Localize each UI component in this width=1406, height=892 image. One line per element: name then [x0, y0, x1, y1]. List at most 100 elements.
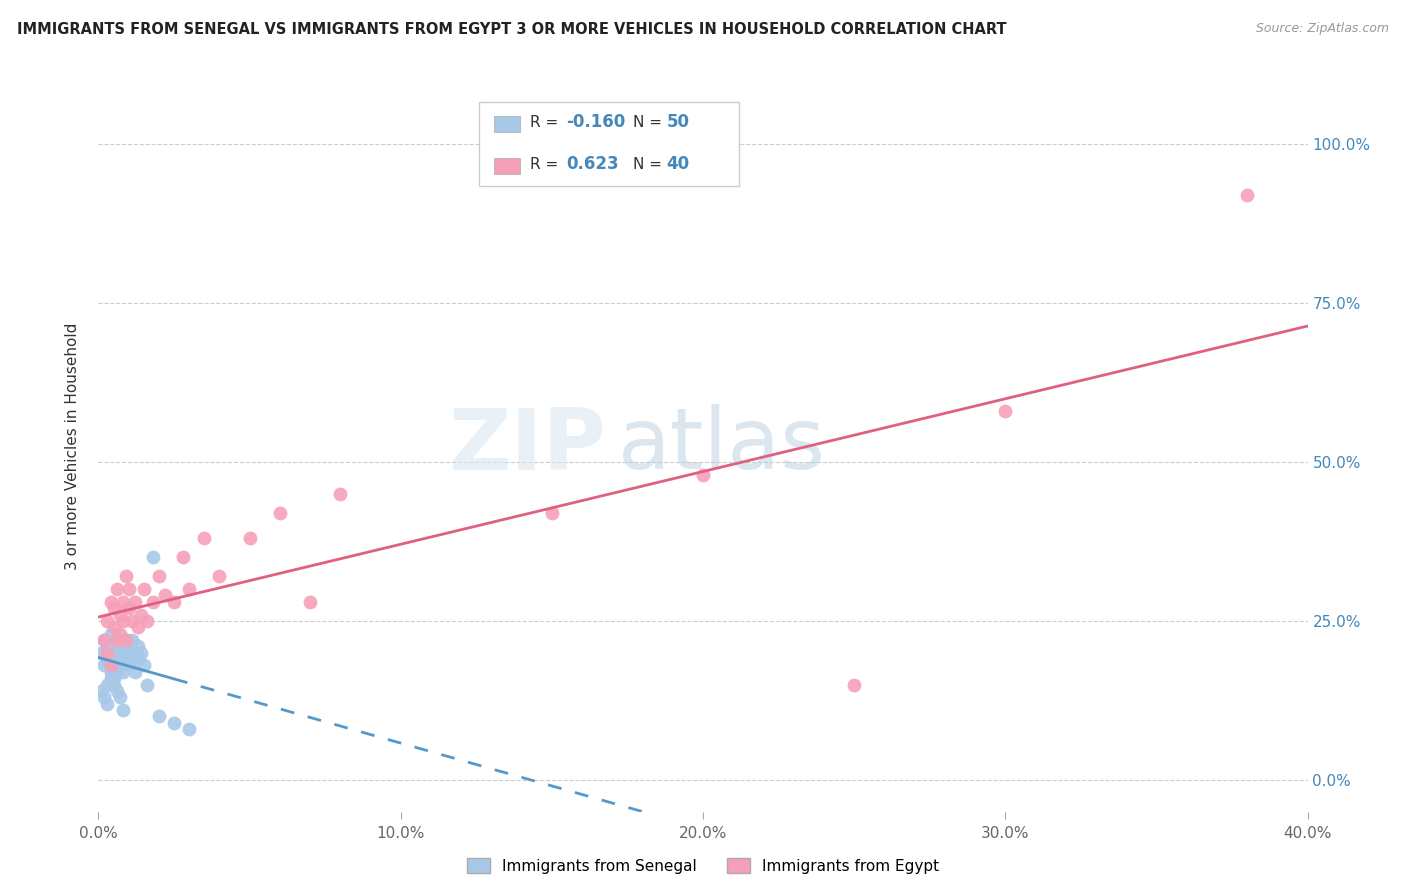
- Point: [118, 646, 141, 660]
- Point: [111, 646, 134, 660]
- Text: N =: N =: [633, 157, 666, 171]
- Point: [179, 722, 201, 736]
- Point: [124, 595, 146, 609]
- Point: [163, 715, 186, 730]
- Point: [135, 614, 157, 628]
- Point: [208, 569, 231, 583]
- Point: [118, 658, 141, 673]
- Point: [127, 652, 149, 666]
- Point: [114, 646, 136, 660]
- Text: R =: R =: [530, 157, 564, 171]
- Point: [103, 620, 125, 634]
- Point: [108, 632, 131, 647]
- Point: [540, 506, 562, 520]
- Point: [105, 646, 128, 660]
- Point: [132, 658, 155, 673]
- FancyBboxPatch shape: [494, 158, 520, 174]
- Point: [111, 640, 134, 654]
- Point: [124, 665, 146, 679]
- Point: [142, 550, 165, 565]
- Point: [90, 684, 112, 698]
- Point: [163, 595, 186, 609]
- Point: [105, 684, 128, 698]
- Point: [239, 531, 262, 545]
- Point: [100, 595, 122, 609]
- Point: [100, 665, 122, 679]
- Point: [96, 652, 118, 666]
- Point: [114, 569, 136, 583]
- Point: [100, 626, 122, 640]
- Text: 50: 50: [666, 113, 690, 131]
- Point: [148, 569, 170, 583]
- Text: R =: R =: [530, 114, 564, 129]
- Point: [96, 640, 118, 654]
- Point: [100, 646, 122, 660]
- Text: ZIP: ZIP: [449, 404, 606, 488]
- Point: [108, 652, 131, 666]
- Point: [1236, 187, 1258, 202]
- Point: [93, 632, 115, 647]
- Point: [103, 671, 125, 685]
- Point: [179, 582, 201, 596]
- Point: [108, 626, 131, 640]
- Point: [103, 601, 125, 615]
- Point: [111, 665, 134, 679]
- Text: 0.623: 0.623: [567, 155, 619, 173]
- Point: [118, 582, 141, 596]
- Text: atlas: atlas: [619, 404, 827, 488]
- Point: [844, 677, 866, 691]
- Point: [129, 646, 152, 660]
- Point: [105, 582, 128, 596]
- Point: [994, 404, 1017, 418]
- Point: [329, 486, 352, 500]
- Point: [269, 506, 291, 520]
- Point: [111, 703, 134, 717]
- Point: [93, 632, 115, 647]
- Point: [127, 620, 149, 634]
- Point: [114, 632, 136, 647]
- Point: [135, 677, 157, 691]
- Point: [299, 595, 322, 609]
- Point: [103, 658, 125, 673]
- Point: [103, 632, 125, 647]
- Point: [124, 646, 146, 660]
- Point: [96, 646, 118, 660]
- Point: [114, 632, 136, 647]
- Point: [100, 671, 122, 685]
- FancyBboxPatch shape: [494, 116, 520, 132]
- Point: [142, 595, 165, 609]
- Point: [108, 646, 131, 660]
- Text: N =: N =: [633, 114, 666, 129]
- Point: [96, 697, 118, 711]
- Legend: Immigrants from Senegal, Immigrants from Egypt: Immigrants from Senegal, Immigrants from…: [461, 852, 945, 880]
- Point: [93, 658, 115, 673]
- Point: [148, 709, 170, 723]
- Point: [114, 652, 136, 666]
- Point: [105, 652, 128, 666]
- Point: [129, 607, 152, 622]
- Y-axis label: 3 or more Vehicles in Household: 3 or more Vehicles in Household: [65, 322, 80, 570]
- Text: IMMIGRANTS FROM SENEGAL VS IMMIGRANTS FROM EGYPT 3 OR MORE VEHICLES IN HOUSEHOLD: IMMIGRANTS FROM SENEGAL VS IMMIGRANTS FR…: [17, 22, 1007, 37]
- FancyBboxPatch shape: [479, 103, 740, 186]
- Point: [108, 607, 131, 622]
- Point: [132, 582, 155, 596]
- Point: [105, 665, 128, 679]
- Text: -0.160: -0.160: [567, 113, 626, 131]
- Point: [118, 640, 141, 654]
- Point: [105, 640, 128, 654]
- Point: [96, 677, 118, 691]
- Point: [100, 658, 122, 673]
- Point: [103, 677, 125, 691]
- Point: [118, 601, 141, 615]
- Point: [108, 690, 131, 705]
- Text: 40: 40: [666, 155, 690, 173]
- Point: [93, 690, 115, 705]
- Point: [121, 614, 143, 628]
- Point: [153, 589, 176, 603]
- Point: [108, 658, 131, 673]
- Point: [121, 632, 143, 647]
- Point: [127, 640, 149, 654]
- Point: [111, 614, 134, 628]
- Point: [193, 531, 215, 545]
- Point: [692, 467, 714, 482]
